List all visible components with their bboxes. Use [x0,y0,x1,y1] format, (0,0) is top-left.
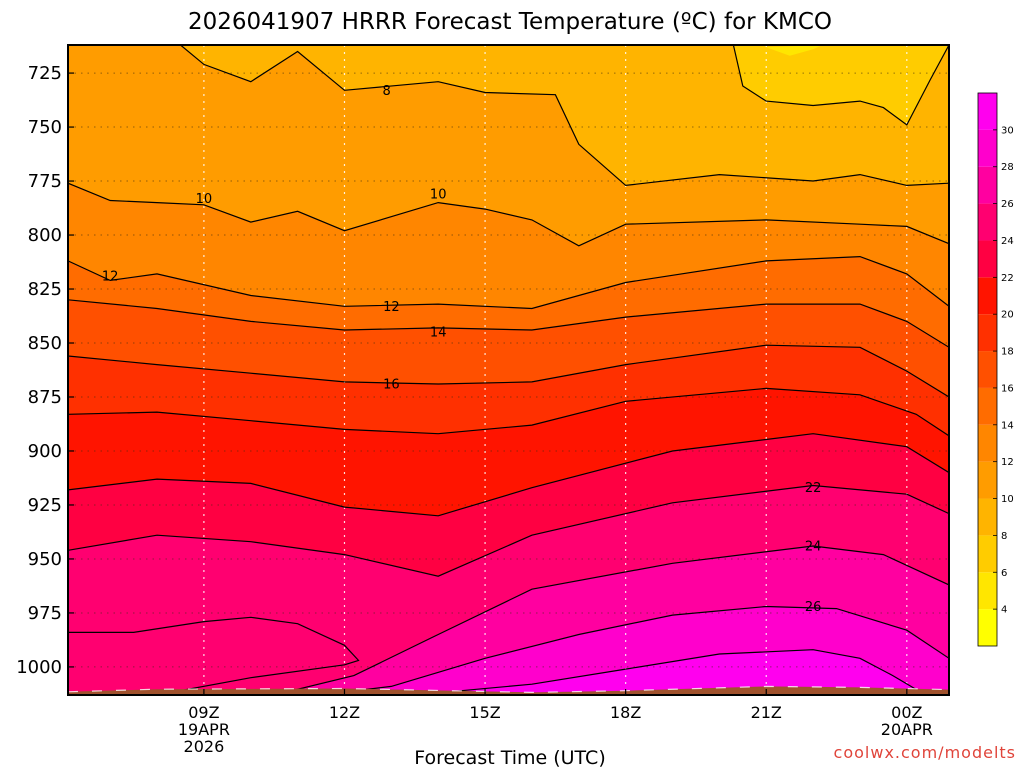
colorbar-segment [978,498,997,536]
colorbar-segment [978,572,997,610]
y-tick-label: 775 [28,171,62,192]
temp-region [733,45,949,125]
colorbar-tick-label: 6 [1001,568,1007,579]
y-tick-label: 900 [28,441,62,462]
colorbar-segment [978,277,997,315]
y-tick-label: 825 [28,279,62,300]
y-tick-label: 950 [28,549,62,570]
colorbar-tick-label: 30 [1001,125,1014,136]
ground-terrain [68,685,949,695]
x-axis-label: Forecast Time (UTC) [414,747,605,768]
colorbar-tick-label: 24 [1001,236,1014,247]
x-tick-label: 19APR [178,720,230,739]
colorbar-segment [978,203,997,241]
plot-frame [67,44,950,696]
colorbar-segment [978,129,997,167]
contour-label: 12 [383,300,400,315]
x-tick-label: 18Z [610,703,641,722]
y-tick-label: 1000 [16,657,62,678]
contour-line-20 [68,433,949,517]
colorbar-tick-label: 22 [1001,273,1014,284]
y-tick-label: 850 [28,333,62,354]
y-axis-ticks: 725 750 775 800 825 850 875 900 925 950 975 1000 [16,63,74,678]
colorbar-segment [978,351,997,388]
colorbar: 4 6 8 10 12 14 16 18 20 22 24 26 28 30 [977,92,1014,647]
y-tick-label: 800 [28,225,62,246]
x-tick-label: 20APR [881,720,933,739]
contour-line-12 [68,255,949,310]
contour-line-8 [732,45,949,126]
contour-line-14 [68,299,949,348]
contour-label: 16 [383,378,400,393]
colorbar-segment [978,314,997,352]
y-tick-label: 725 [28,63,62,84]
contour-line-24 [274,545,949,695]
contour-line-22 [68,484,949,577]
contour-label: 26 [805,600,822,615]
temp-region [363,649,926,695]
contour-label: 22 [805,481,822,496]
colorbar-tick-label: 26 [1001,199,1014,210]
colorbar-tick-label: 28 [1001,162,1014,173]
contour-line-28 [363,649,926,695]
contour-label: 24 [805,539,822,554]
colorbar-segment [978,93,997,130]
y-tick-label: 925 [28,495,62,516]
ground-fill [68,686,949,695]
colorbar-segment [978,461,997,499]
colorbar-segment [978,387,997,425]
colorbar-frame [977,92,998,647]
surface-pressure-line [68,685,949,694]
temp-region [766,45,823,56]
colorbar-tick-label: 8 [1001,531,1007,542]
contour-label: 14 [430,326,447,341]
colorbar-tick-label: 16 [1001,383,1014,394]
x-tick-label: 09Z [188,703,219,722]
contour-line-16 [68,344,949,398]
chart-title: 2026041907 HRRR Forecast Temperature (ºC… [188,9,832,35]
contour-line-18 [68,387,949,437]
temperature-fill-regions [68,45,949,695]
colorbar-segment [978,240,997,278]
y-tick-label: 975 [28,603,62,624]
colorbar-tick-label: 4 [1001,605,1007,616]
colorbar-tick-label: 12 [1001,457,1014,468]
colorbar-segment [978,424,997,462]
temp-region [110,45,949,186]
contour-label: 8 [383,84,391,99]
contour-line-10 [68,182,949,247]
colorbar-tick-label: 14 [1001,420,1014,431]
y-tick-label: 875 [28,387,62,408]
contour-label: 10 [196,192,213,207]
contour-labels: 8 10 10 12 12 14 16 22 24 26 [102,84,821,615]
x-tick-label: 21Z [751,703,782,722]
colorbar-segment [978,609,997,646]
colorbar-tick-label: 18 [1001,347,1014,358]
contour-line-22 [68,616,360,695]
colorbar-tick-label: 20 [1001,310,1014,321]
contour-line-8 [133,45,949,187]
x-tick-label: 12Z [329,703,360,722]
contour-lines [68,45,949,695]
x-tick-label: 15Z [469,703,500,722]
contour-label: 12 [102,270,119,285]
x-tick-label: 2026 [184,737,225,756]
plot-area: 8 10 10 12 12 14 16 22 24 26 [68,45,949,695]
colorbar-tick-label: 10 [1001,494,1014,505]
y-tick-label: 750 [28,117,62,138]
colorbar-segment [978,166,997,204]
x-tick-label: 00Z [891,703,922,722]
credit-text: coolwx.com/modelts [834,743,1016,762]
contour-line-26 [321,605,949,695]
colorbar-segment [978,535,997,573]
contour-label: 10 [430,188,447,203]
